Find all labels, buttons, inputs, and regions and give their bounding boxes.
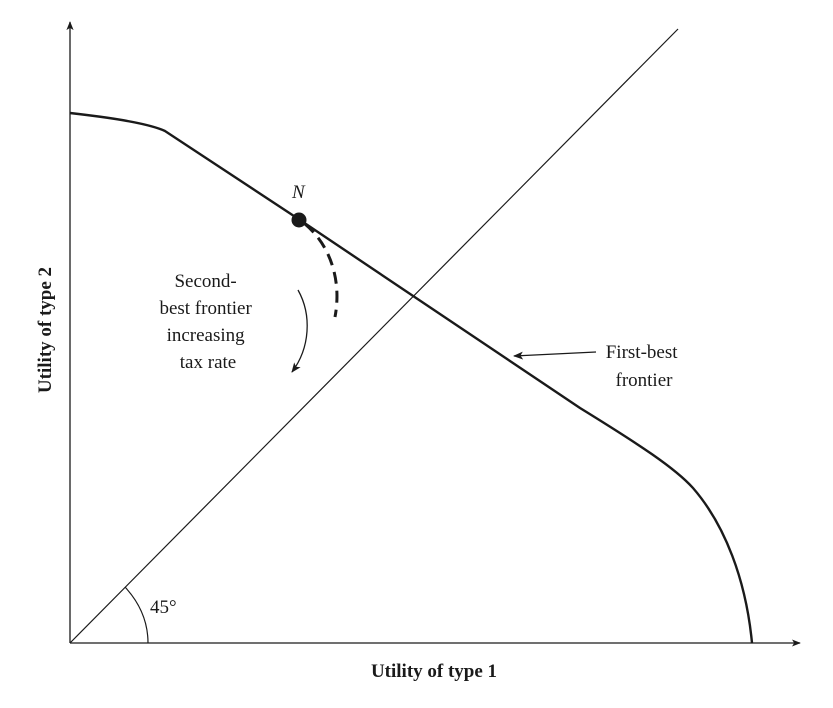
second-best-label-line-1: Second-: [174, 271, 236, 292]
first-best-label-line-2: frontier: [616, 370, 674, 391]
point-n: [291, 212, 307, 228]
increasing-tax-arrow: [291, 289, 308, 373]
angle-label: 45°: [150, 597, 177, 618]
first-best-label-line-1: First-best: [606, 342, 679, 363]
forty-five-degree-line: [69, 28, 679, 644]
x-axis-title: Utility of type 1: [371, 661, 497, 682]
point-n-label: N: [291, 182, 306, 203]
first-best-label: First-best frontier: [606, 342, 683, 391]
second-best-label: Second- best frontier increasing tax rat…: [159, 271, 256, 373]
y-axis-title: Utility of type 2: [35, 267, 56, 393]
first-best-frontier-curve: [69, 111, 754, 644]
second-best-label-line-2: best frontier: [159, 298, 252, 319]
second-best-label-line-3: increasing: [167, 325, 246, 346]
angle-arc: [124, 586, 149, 644]
second-best-frontier-curve: [304, 222, 339, 318]
first-best-pointer-arrow: [513, 351, 597, 360]
second-best-label-line-4: tax rate: [180, 352, 236, 373]
